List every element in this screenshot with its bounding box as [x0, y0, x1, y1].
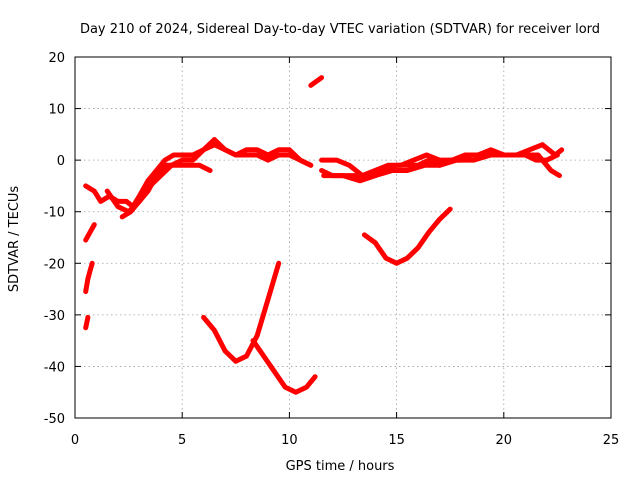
y-tick-label: -50 — [44, 412, 65, 427]
grid-lines — [75, 57, 611, 418]
y-tick-label: -10 — [44, 206, 65, 221]
series-seg-left-3 — [83, 314, 91, 331]
y-tick-label: 0 — [57, 154, 65, 169]
tick-marks — [74, 56, 612, 419]
y-tick-label: -20 — [44, 257, 65, 272]
y-axis-title: SDTVAR / TECUs — [7, 186, 22, 293]
series-layer — [83, 75, 565, 395]
x-tick-label: 15 — [388, 433, 405, 448]
series-seg-upper-right — [308, 75, 325, 88]
series-arc-b — [250, 338, 318, 395]
series-band-early-1 — [83, 142, 314, 210]
series-band-early-3 — [119, 162, 213, 220]
y-tick-label: -40 — [44, 360, 65, 375]
series-arc-a — [201, 260, 282, 364]
y-tick-label: 20 — [48, 51, 65, 66]
x-tick-label: 10 — [281, 433, 298, 448]
x-tick-label: 20 — [496, 433, 513, 448]
x-tick-label: 25 — [603, 433, 620, 448]
series-seg-left-1 — [83, 222, 97, 243]
y-tick-labels: -50 -40 -30 -20 -10 0 10 20 — [44, 51, 65, 427]
plot-frame — [74, 56, 612, 419]
y-tick-label: -30 — [44, 309, 65, 324]
x-tick-label: 0 — [71, 433, 79, 448]
x-tick-label: 5 — [178, 433, 186, 448]
chart-title: Day 210 of 2024, Sidereal Day-to-day VTE… — [80, 22, 600, 37]
y-tick-label: 10 — [48, 103, 65, 118]
x-axis-title: GPS time / hours — [286, 459, 395, 474]
series-arc-c — [361, 206, 453, 266]
series-seg-left-2 — [83, 260, 95, 295]
series-band-late-3 — [321, 152, 562, 184]
x-tick-labels: 0 5 10 15 20 25 — [71, 433, 619, 448]
series-band-late-2 — [319, 142, 565, 179]
